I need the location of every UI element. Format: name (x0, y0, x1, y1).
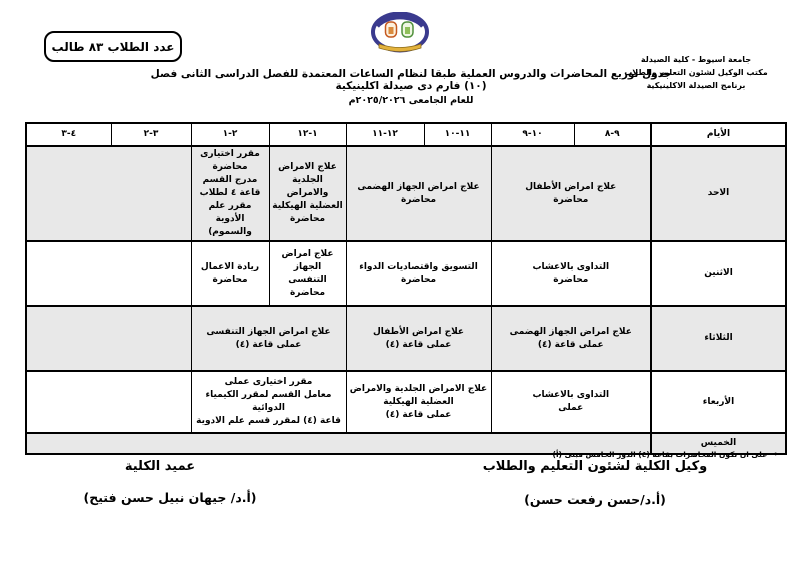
schedule-cell: مقرر اختيارى محاضرة مدرج القسم قاعة ٤ لط… (190, 144, 270, 243)
vice-dean-name: (أ.د/حسن رفعت حسن) (524, 492, 666, 507)
schedule-cell: مقرر اختيارى عملى معامل القسم لمقرر الكي… (190, 370, 347, 435)
footnote-text: على ان تكون المحاضرات بقاعة (٤) الدور ال… (552, 450, 768, 459)
time-header-cell: ٢-١ (190, 122, 270, 147)
title-block: جدول توزيع المحاضرات والدروس العملية طبق… (140, 68, 682, 106)
schedule-cell: علاج امراض الجهاز الهضمى محاضرة (345, 144, 492, 243)
schedule-subtitle: للعام الجامعى ٢٠٢٥/٢٠٢٦م (348, 95, 474, 106)
vice-dean-title: وكيل الكلية لشئون التعليم والطلاب (482, 459, 708, 474)
students-count-label: عدد الطلاب ٨٣ طالب (51, 39, 175, 54)
org-line-3: برنامج الصيدلة الاكلينيكية (646, 80, 746, 90)
day-cell: الخميس (650, 432, 787, 456)
schedule-cell: علاج امراض الجهاز التنفسى عملى قاعة (٤) (190, 305, 347, 373)
empty-cell (25, 240, 192, 308)
empty-cell (25, 144, 192, 243)
schedule-cell: ريادة الاعمال محاضرة (190, 240, 270, 308)
schedule-cell: علاج الامراض الجلدية والامراض العضلية ال… (268, 144, 347, 243)
schedule-title: جدول توزيع المحاضرات والدروس العملية طبق… (150, 68, 672, 92)
schedule-cell: علاج امراض الجهاز التنفسى محاضرة (268, 240, 347, 308)
row-monday: الاثنين التداوى بالاعشاب محاضرة التسويق … (25, 240, 787, 308)
schedule-cell: علاج امراض الأطفال عملى قاعة (٤) (345, 305, 492, 373)
header-row: الأيام ٩-٨ ١٠-٩ ١١-١٠ ١٢-١١ ١-١٢ ٢-١ ٣-٢… (25, 122, 787, 147)
schedule-cell: التسويق واقتصاديات الدواء محاضرة (345, 240, 492, 308)
day-header-cell: الأيام (650, 122, 787, 147)
schedule-cell: التداوى بالاعشاب محاضرة (490, 240, 652, 308)
org-line-1: جامعة اسيوط - كلية الصيدلة (640, 55, 752, 64)
timetable: الأيام ٩-٨ ١٠-٩ ١١-١٠ ١٢-١١ ١-١٢ ٢-١ ٣-٢… (25, 122, 787, 456)
bullet-icon: • (773, 450, 778, 459)
letterhead-block: جامعة اسيوط - كلية الصيدلة مكتب الوكيل ل… (606, 54, 786, 92)
time-header-cell: ٤-٣ (25, 122, 112, 147)
day-cell: الاثنين (650, 240, 787, 308)
row-wednesday: الأربعاء التداوى بالاعشاب عملى علاج الام… (25, 370, 787, 435)
students-count-box: عدد الطلاب ٨٣ طالب (44, 31, 182, 62)
time-header-cell: ١١-١٠ (423, 122, 492, 147)
day-cell: الاحد (650, 144, 787, 243)
dean-name: (أ.د/ جيهان نبيل حسن فتيح) (83, 490, 257, 505)
schedule-cell: علاج امراض الأطفال محاضرة (490, 144, 652, 243)
org-line-2: مكتب الوكيل لشئون التعليم والطلاب (624, 67, 768, 77)
university-logo-icon (371, 11, 429, 54)
day-cell: الأربعاء (650, 370, 787, 435)
time-header-cell: ١٢-١١ (345, 122, 425, 147)
schedule-cell: التداوى بالاعشاب عملى (490, 370, 652, 435)
schedule-cell: علاج امراض الجهاز الهضمى عملى قاعة (٤) (490, 305, 652, 373)
row-sunday: الاحد علاج امراض الأطفال محاضرة علاج امر… (25, 144, 787, 243)
day-cell: الثلاثاء (650, 305, 787, 373)
schedule-cell: علاج الامراض الجلدية والامراض العضلية ال… (345, 370, 492, 435)
row-thursday: الخميس (25, 432, 787, 456)
empty-cell (25, 370, 192, 435)
time-header-cell: ١٠-٩ (490, 122, 575, 147)
logo-svg (371, 11, 429, 53)
empty-cell (25, 432, 652, 456)
dean-title: عميد الكلية (124, 459, 196, 474)
row-tuesday: الثلاثاء علاج امراض الجهاز الهضمى عملى ق… (25, 305, 787, 373)
empty-cell (25, 305, 192, 373)
time-header-cell: ٩-٨ (573, 122, 652, 147)
footnote: • على ان تكون المحاضرات بقاعة (٤) الدور ا… (553, 450, 778, 459)
time-header-cell: ٣-٢ (110, 122, 192, 147)
time-header-cell: ١-١٢ (268, 122, 347, 147)
